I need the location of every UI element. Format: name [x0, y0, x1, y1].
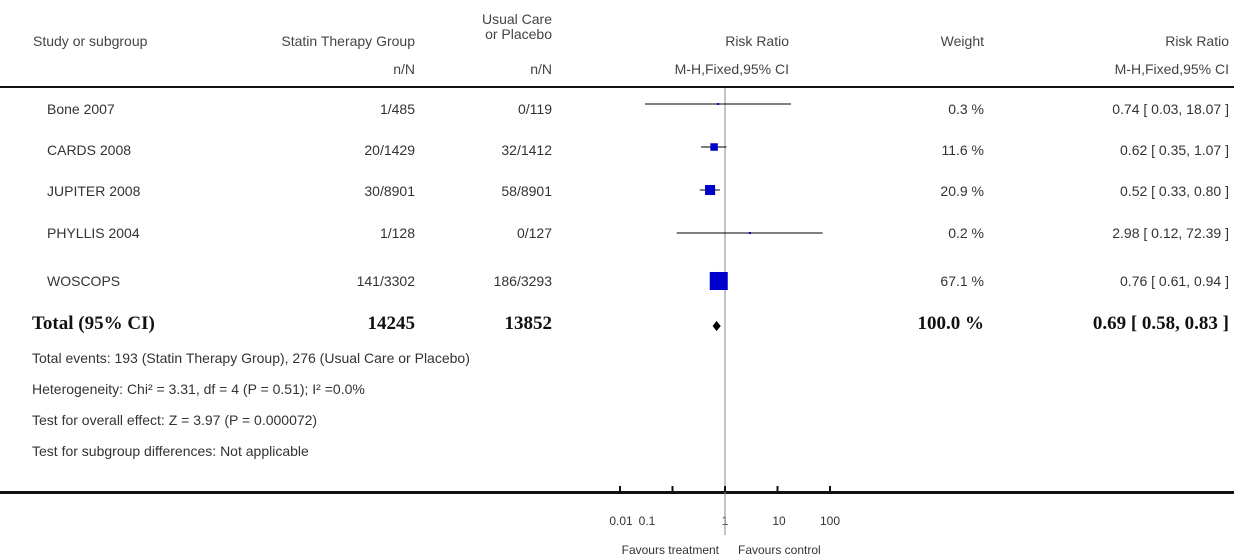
total-label: Total (95% CI)	[32, 313, 155, 334]
footer-rule	[0, 491, 1234, 494]
header-control-line1: Usual Care	[481, 11, 552, 27]
effect-marker	[717, 103, 720, 105]
header-study: Study or subgroup	[33, 33, 148, 49]
effect-marker	[710, 143, 718, 151]
study-control: 186/3293	[493, 273, 552, 289]
tick-label: 100	[819, 514, 841, 528]
study-name: JUPITER 2008	[47, 183, 141, 199]
study-name: WOSCOPS	[47, 273, 121, 289]
study-ci-text: 0.74 [ 0.03, 18.07 ]	[1112, 101, 1229, 117]
study-ci-text: 0.62 [ 0.35, 1.07 ]	[1120, 142, 1229, 158]
study-control: 0/119	[518, 101, 552, 117]
header-risk-ratio: Risk Ratio	[725, 33, 789, 49]
study-weight: 11.6 %	[941, 142, 984, 158]
study-control: 58/8901	[501, 183, 552, 199]
header-treatment-sub: n/N	[393, 61, 415, 77]
header-treatment: Statin Therapy Group	[281, 33, 415, 49]
study-name: Bone 2007	[47, 101, 115, 117]
effect-marker	[748, 232, 751, 234]
header-rule	[0, 86, 1234, 88]
header-risk-ratio-ci: Risk Ratio	[1165, 33, 1229, 49]
total-weight: 100.0 %	[917, 313, 985, 334]
study-ci-text: 2.98 [ 0.12, 72.39 ]	[1112, 225, 1229, 241]
study-weight: 20.9 %	[940, 183, 984, 199]
total-events-note: Total events: 193 (Statin Therapy Group)…	[32, 350, 470, 366]
study-ci-text: 0.52 [ 0.33, 0.80 ]	[1120, 183, 1229, 199]
header-risk-ratio-sub: M-H,Fixed,95% CI	[674, 61, 789, 77]
favours-treatment-label: Favours treatment	[621, 543, 719, 557]
study-weight: 0.3 %	[948, 101, 984, 117]
study-weight: 0.2 %	[948, 225, 984, 241]
total-diamond	[712, 321, 721, 331]
study-treatment: 20/1429	[364, 142, 415, 158]
study-name: CARDS 2008	[47, 142, 132, 158]
study-weight: 67.1 %	[940, 273, 984, 289]
header-risk-ratio-ci-sub: M-H,Fixed,95% CI	[1114, 61, 1229, 77]
study-treatment: 1/485	[379, 101, 415, 117]
study-treatment: 1/128	[379, 225, 415, 241]
header-weight: Weight	[940, 33, 984, 49]
study-ci-text: 0.76 [ 0.61, 0.94 ]	[1120, 273, 1229, 289]
study-control: 0/127	[516, 225, 552, 241]
tick-label: 0.1	[638, 514, 656, 528]
study-treatment: 30/8901	[364, 183, 415, 199]
header-control-sub: n/N	[530, 61, 552, 77]
effect-marker	[705, 184, 716, 196]
total-control: 13852	[504, 313, 553, 334]
favours-control-label: Favours control	[738, 543, 821, 557]
overall-effect-note: Test for overall effect: Z = 3.97 (P = 0…	[32, 412, 318, 428]
tick-label: 10	[772, 514, 786, 528]
tick-label: 0.01	[609, 514, 633, 528]
study-name: PHYLLIS 2004	[47, 225, 140, 241]
total-treatment: 14245	[367, 313, 416, 334]
study-control: 32/1412	[501, 142, 552, 158]
effect-marker	[709, 271, 728, 291]
study-treatment: 141/3302	[356, 273, 415, 289]
heterogeneity-note: Heterogeneity: Chi² = 3.31, df = 4 (P = …	[32, 381, 365, 397]
subgroup-differences-note: Test for subgroup differences: Not appli…	[32, 443, 309, 459]
header-control-line2: or Placebo	[485, 26, 552, 42]
total-ci-text: 0.69 [ 0.58, 0.83 ]	[1092, 313, 1229, 334]
